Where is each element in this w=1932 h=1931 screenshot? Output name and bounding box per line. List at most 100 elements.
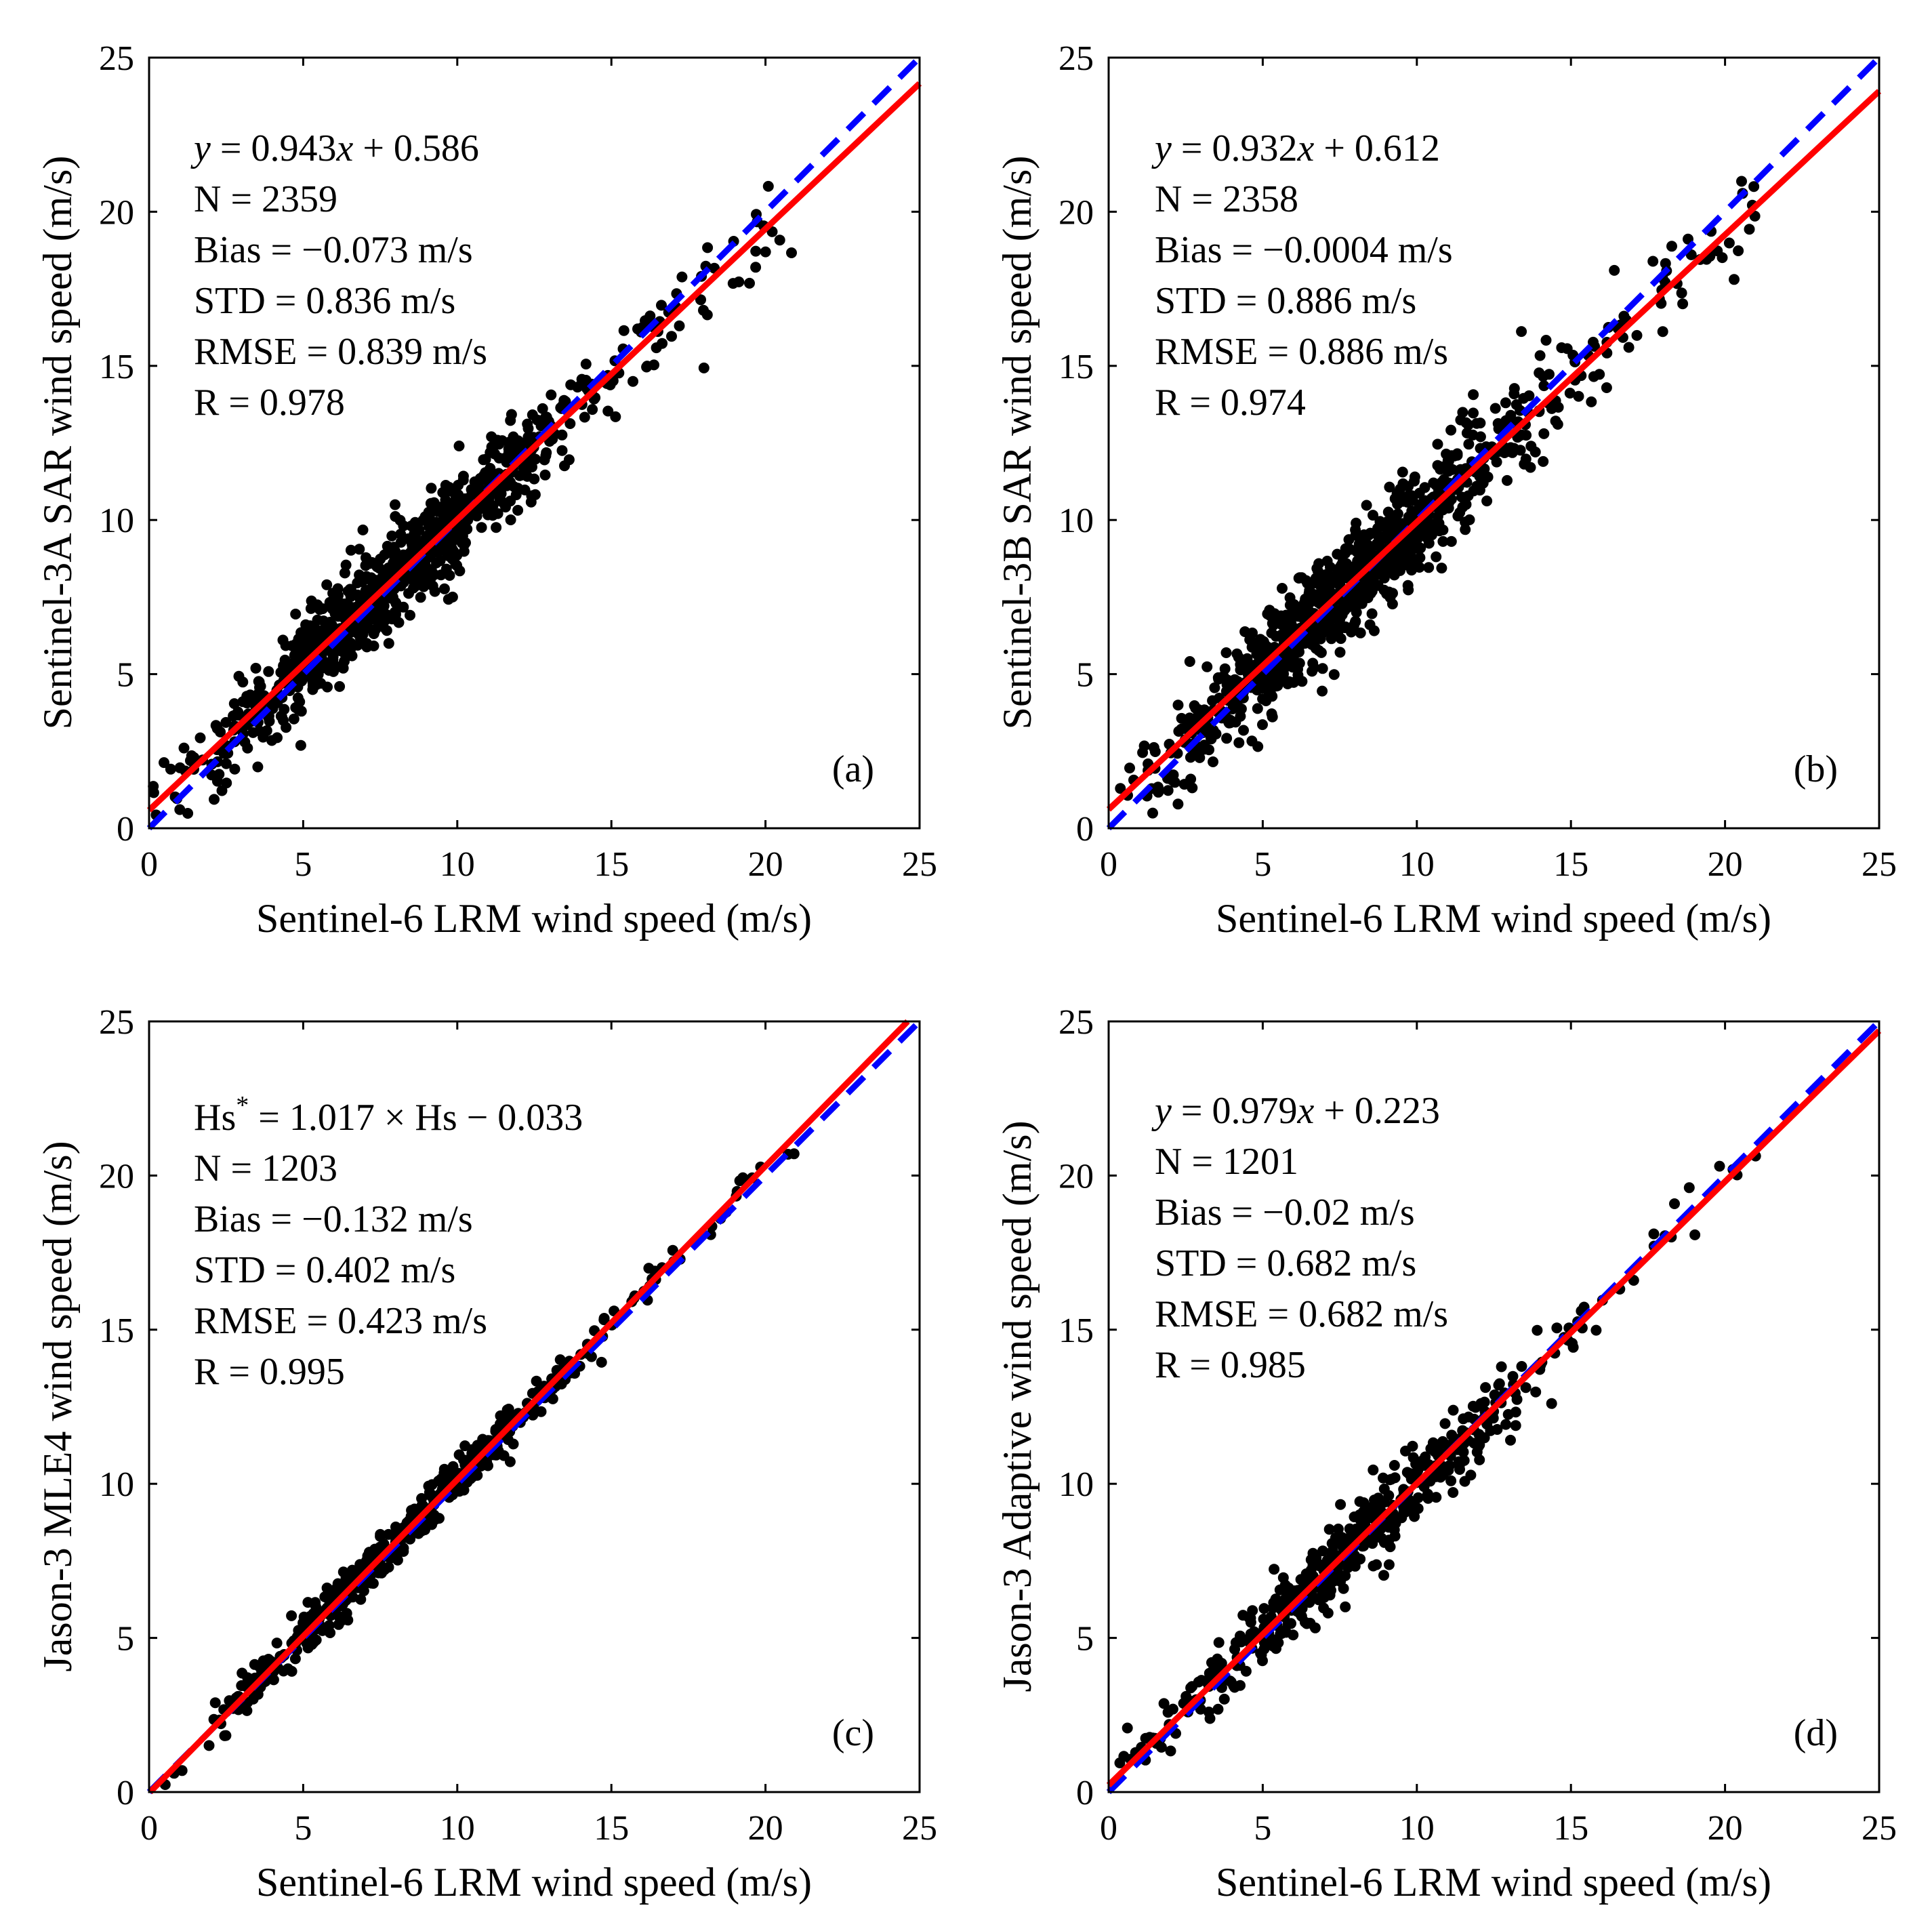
scatter-point: [1268, 1597, 1279, 1608]
scatter-point: [492, 508, 503, 519]
scatter-point: [1165, 1745, 1176, 1757]
scatter-point: [1260, 695, 1272, 706]
scatter-point: [1516, 1361, 1527, 1372]
y-tick-label: 20: [99, 1157, 134, 1196]
scatter-point: [280, 640, 291, 651]
scatter-point: [1341, 558, 1353, 569]
x-tick-label: 20: [1708, 1809, 1743, 1848]
scatter-point: [580, 359, 592, 370]
stat-std: STD = 0.682 m/s: [1155, 1242, 1416, 1284]
scatter-point: [1458, 1413, 1469, 1425]
x-tick-label: 25: [1862, 1809, 1897, 1848]
scatter-point: [1418, 1460, 1430, 1471]
scatter-point: [702, 242, 714, 253]
scatter-point: [458, 1454, 469, 1465]
scatter-point: [1331, 570, 1342, 582]
scatter-point: [478, 454, 489, 466]
y-tick-label: 0: [1076, 1774, 1094, 1812]
x-tick-label: 0: [140, 845, 158, 884]
scatter-point: [457, 474, 469, 486]
equation-star: *: [236, 1091, 249, 1120]
y-tick-label: 20: [99, 193, 134, 232]
scatter-point: [295, 739, 306, 751]
scatter-point: [750, 262, 762, 273]
stat-r: R = 0.985: [1155, 1344, 1306, 1386]
scatter-point: [1207, 695, 1218, 706]
scatter-point: [1397, 478, 1409, 489]
scatter-point: [1366, 608, 1378, 619]
scatter-point: [1411, 542, 1422, 554]
scatter-point: [430, 516, 442, 528]
scatter-point: [447, 1461, 459, 1472]
scatter-point: [1748, 181, 1760, 192]
scatter-point: [1344, 544, 1356, 555]
scatter-point: [1235, 1636, 1247, 1648]
scatter-point: [472, 504, 484, 516]
scatter-point: [1231, 648, 1243, 659]
plot-border: [148, 1020, 921, 1793]
scatter-point: [1122, 1722, 1133, 1734]
y-tick-label: 10: [1059, 1465, 1094, 1504]
scatter-point: [1534, 350, 1546, 361]
scatter-point: [324, 617, 335, 628]
equation-var-y: y: [1151, 127, 1172, 169]
scatter-point: [1412, 1492, 1424, 1503]
scatter-point: [295, 627, 307, 638]
scatter-point: [1252, 703, 1263, 714]
scatter-point: [1148, 741, 1159, 753]
scatter-point: [1733, 245, 1744, 256]
equation-var-y: y: [1151, 1090, 1172, 1132]
x-tick-label: 20: [748, 1809, 783, 1848]
scatter-point: [1392, 498, 1403, 510]
x-tick-label: 25: [902, 845, 937, 884]
scatter-point: [1432, 439, 1443, 450]
scatter-point: [1359, 552, 1371, 564]
scatter-point: [644, 310, 656, 322]
x-tick-label: 15: [1553, 845, 1588, 884]
scatter-point: [1204, 1713, 1216, 1724]
scatter-point: [209, 794, 220, 805]
scatter-point: [283, 1663, 293, 1675]
scatter-point: [435, 569, 447, 581]
scatter-point: [1124, 763, 1135, 774]
scatter-point: [1445, 535, 1457, 547]
scatter-point: [1312, 596, 1323, 608]
scatter-point: [598, 1314, 610, 1326]
scatter-point: [1378, 1483, 1390, 1495]
scatter-point: [1455, 414, 1466, 426]
scatter-point: [1368, 510, 1378, 521]
scatter-point: [491, 522, 502, 533]
scatter-point: [1479, 1432, 1490, 1444]
scatter-point: [1461, 427, 1473, 439]
stat-std: STD = 0.402 m/s: [194, 1249, 455, 1291]
scatter-point: [1648, 1228, 1660, 1240]
scatter-point: [249, 692, 261, 704]
scatter-point: [1447, 1487, 1459, 1498]
scatter-point: [159, 757, 169, 769]
scatter-point: [398, 577, 409, 588]
scatter-point: [529, 489, 541, 500]
scatter-point: [1489, 1389, 1500, 1400]
scatter-point: [1462, 419, 1474, 430]
scatter-point: [628, 375, 638, 387]
scatter-point: [1452, 510, 1464, 522]
scatter-point: [1538, 455, 1549, 467]
scatter-point: [220, 716, 232, 728]
scatter-point: [1406, 511, 1418, 523]
y-tick-label: 25: [1059, 1003, 1094, 1042]
scatter-point: [331, 605, 343, 617]
fit-line: [146, 81, 922, 813]
x-tick-label: 0: [1100, 845, 1117, 884]
scatter-point: [295, 706, 307, 717]
scatter-point: [210, 720, 222, 731]
scatter-point: [1389, 569, 1400, 581]
scatter-point: [1586, 396, 1597, 407]
scatter-point: [1520, 1382, 1532, 1394]
scatter-point: [1345, 1524, 1357, 1536]
scatter-point: [1155, 1741, 1167, 1753]
scatter-point: [379, 1564, 390, 1575]
scatter-point: [390, 608, 401, 619]
scatter-point: [496, 496, 508, 508]
scatter-point: [357, 626, 369, 637]
scatter-point: [1460, 524, 1471, 535]
